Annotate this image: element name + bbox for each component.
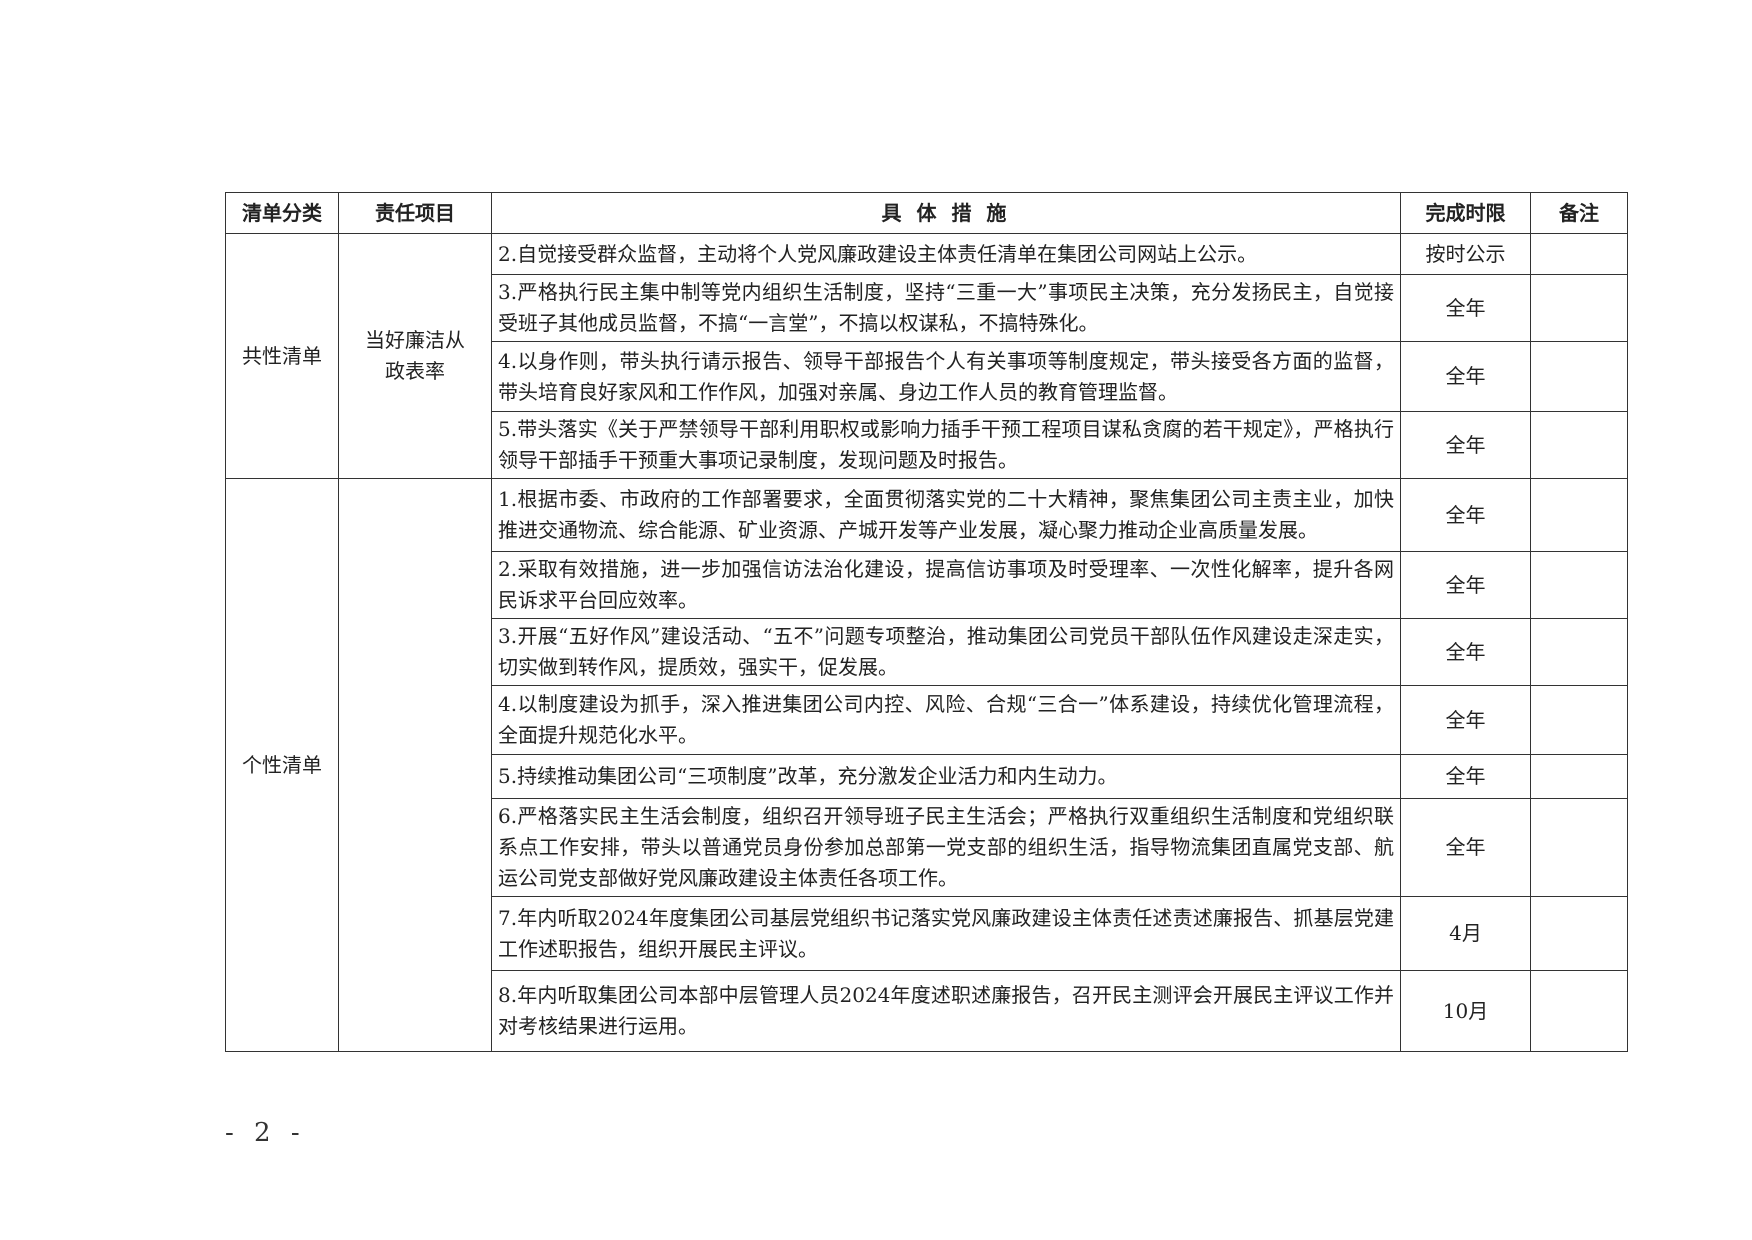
table-row: 6.严格落实民主生活会制度，组织召开领导班子民主生活会；严格执行双重组织生活制度… — [226, 798, 1628, 897]
measure-cell: 7.年内听取2024年度集团公司基层党组织书记落实党风廉政建设主体责任述责述廉报… — [491, 896, 1401, 971]
table-row: 7.年内听取2024年度集团公司基层党组织书记落实党风廉政建设主体责任述责述廉报… — [226, 896, 1628, 971]
table-row: 2.采取有效措施，进一步加强信访法治化建设，提高信访事项及时受理率、一次性化解率… — [226, 551, 1628, 619]
header-project: 责任项目 — [338, 192, 492, 234]
note-cell — [1530, 798, 1628, 897]
category-cell: 个性清单 — [225, 478, 339, 1052]
table-row: 3.开展“五好作风”建设活动、“五不”问题专项整治，推动集团公司党员干部队伍作风… — [226, 618, 1628, 686]
measure-cell: 3.开展“五好作风”建设活动、“五不”问题专项整治，推动集团公司党员干部队伍作风… — [491, 618, 1401, 686]
deadline-cell: 全年 — [1400, 618, 1531, 686]
table-row: 4.以制度建设为抓手，深入推进集团公司内控、风险、合规“三合一”体系建设，持续优… — [226, 685, 1628, 755]
note-cell — [1530, 896, 1628, 971]
note-cell — [1530, 970, 1628, 1052]
responsibility-table: 清单分类 责任项目 具 体 措 施 完成时限 备注 共性清单 当好廉洁从政表率 2.… — [225, 192, 1628, 1052]
table-row: 3.严格执行民主集中制等党内组织生活制度，坚持“三重一大”事项民主决策，充分发扬… — [226, 274, 1628, 342]
table-row: 共性清单 当好廉洁从政表率 2.自觉接受群众监督，主动将个人党风廉政建设主体责任清单… — [225, 233, 1628, 479]
project-cell — [338, 478, 492, 1052]
note-cell — [1530, 685, 1628, 755]
header-note: 备注 — [1530, 192, 1628, 234]
deadline-cell: 4月 — [1400, 896, 1531, 971]
deadline-cell: 全年 — [1400, 341, 1531, 412]
header-category: 清单分类 — [225, 192, 339, 234]
category-cell: 共性清单 — [225, 233, 339, 479]
table-row: 8.年内听取集团公司本部中层管理人员2024年度述职述廉报告，召开民主测评会开展… — [226, 970, 1628, 1052]
deadline-cell: 全年 — [1400, 411, 1531, 479]
measure-cell: 4.以身作则，带头执行请示报告、领导干部报告个人有关事项等制度规定，带头接受各方… — [491, 341, 1401, 412]
header-measures: 具 体 措 施 — [491, 192, 1401, 234]
note-cell — [1530, 274, 1628, 342]
deadline-cell: 按时公示 — [1400, 233, 1531, 275]
note-cell — [1530, 411, 1628, 479]
measure-cell: 3.严格执行民主集中制等党内组织生活制度，坚持“三重一大”事项民主决策，充分发扬… — [491, 274, 1401, 342]
measure-cell: 5.带头落实《关于严禁领导干部利用职权或影响力插手干预工程项目谋私贪腐的若干规定… — [491, 411, 1401, 479]
deadline-cell: 全年 — [1400, 754, 1531, 799]
note-cell — [1530, 478, 1628, 552]
note-cell — [1530, 233, 1628, 275]
deadline-cell: 全年 — [1400, 798, 1531, 897]
project-cell: 当好廉洁从政表率 — [338, 233, 492, 479]
page-number: - 2 - — [225, 1118, 306, 1148]
deadline-cell: 全年 — [1400, 274, 1531, 342]
note-cell — [1530, 341, 1628, 412]
measure-cell: 2.自觉接受群众监督，主动将个人党风廉政建设主体责任清单在集团公司网站上公示。 — [491, 233, 1401, 275]
table-row: 5.持续推动集团公司“三项制度”改革，充分激发企业活力和内生动力。 全年 — [226, 754, 1628, 799]
deadline-cell: 10月 — [1400, 970, 1531, 1052]
deadline-cell: 全年 — [1400, 478, 1531, 552]
deadline-cell: 全年 — [1400, 685, 1531, 755]
table-header-row: 清单分类 责任项目 具 体 措 施 完成时限 备注 — [225, 192, 1628, 234]
table-row: 个性清单 1.根据市委、市政府的工作部署要求，全面贯彻落实党的二十大精神，聚焦集团… — [225, 478, 1628, 1052]
measure-cell: 1.根据市委、市政府的工作部署要求，全面贯彻落实党的二十大精神，聚焦集团公司主责… — [491, 478, 1401, 552]
deadline-cell: 全年 — [1400, 551, 1531, 619]
note-cell — [1530, 754, 1628, 799]
header-deadline: 完成时限 — [1400, 192, 1531, 234]
measure-cell: 2.采取有效措施，进一步加强信访法治化建设，提高信访事项及时受理率、一次性化解率… — [491, 551, 1401, 619]
note-cell — [1530, 618, 1628, 686]
measure-cell: 5.持续推动集团公司“三项制度”改革，充分激发企业活力和内生动力。 — [491, 754, 1401, 799]
measure-cell: 4.以制度建设为抓手，深入推进集团公司内控、风险、合规“三合一”体系建设，持续优… — [491, 685, 1401, 755]
note-cell — [1530, 551, 1628, 619]
measure-cell: 8.年内听取集团公司本部中层管理人员2024年度述职述廉报告，召开民主测评会开展… — [491, 970, 1401, 1052]
measure-cell: 6.严格落实民主生活会制度，组织召开领导班子民主生活会；严格执行双重组织生活制度… — [491, 798, 1401, 897]
